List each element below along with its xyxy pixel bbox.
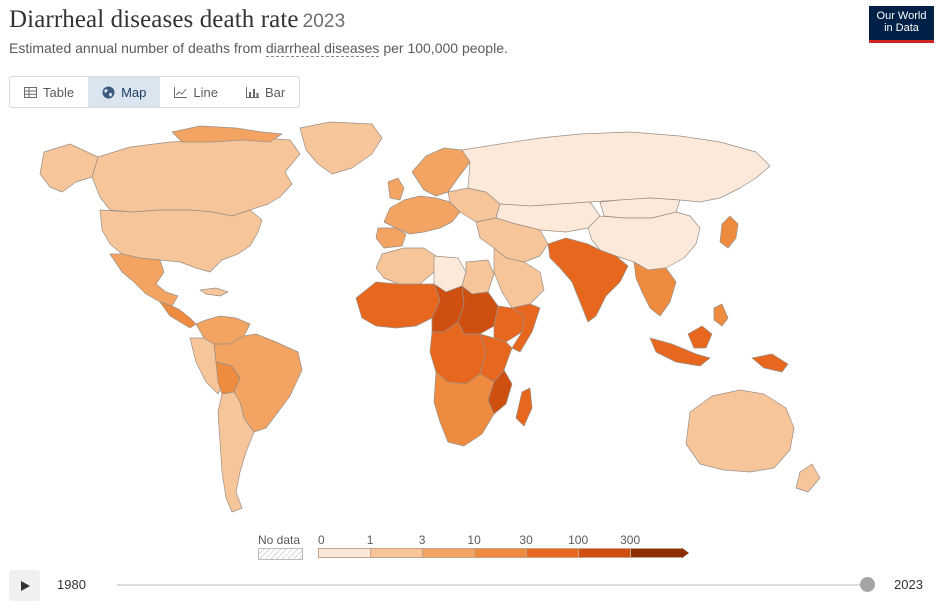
region-arabian-peninsula[interactable]: Arabian Peninsula [493, 247, 545, 309]
region-scandinavia[interactable]: Scandinavia [411, 147, 471, 197]
region-madagascar[interactable]: Madagascar [515, 387, 533, 427]
legend-bin[interactable] [318, 548, 371, 558]
chart-title: Diarrheal diseases death rate 2023 [9, 6, 345, 34]
legend-bin[interactable] [474, 548, 527, 558]
tab-bar-label: Bar [264, 84, 286, 100]
no-data-swatch[interactable] [258, 548, 303, 560]
title-text: Diarrheal diseases death rate [9, 6, 299, 33]
region-maghreb[interactable]: Maghreb [375, 247, 437, 285]
legend-tick-label: 300 [620, 533, 641, 547]
legend-tick-label: 3 [418, 533, 426, 547]
timeline-handle[interactable] [859, 577, 875, 592]
region-philippines[interactable]: Central America [713, 303, 729, 327]
logo-line-2: in Data [884, 22, 919, 34]
region-uk-ireland[interactable]: Western Europe [387, 177, 405, 201]
title-year: 2023 [302, 11, 346, 32]
globe-icon [102, 86, 115, 98]
region-japan[interactable]: Japan [719, 215, 739, 249]
owid-logo[interactable]: Our World in Data [869, 6, 934, 43]
region-greenland[interactable]: Greenland [299, 121, 383, 175]
region-chad-sudan[interactable]: Chad and Sudan [457, 285, 499, 335]
region-australia[interactable]: Australia [685, 389, 795, 473]
tab-map-label: Map [121, 84, 147, 100]
tab-map[interactable]: Map [88, 77, 161, 107]
legend-bin[interactable] [630, 548, 683, 558]
tab-table[interactable]: Table [10, 77, 88, 107]
line-chart-icon [174, 86, 188, 98]
logo-line-1: Our World [876, 10, 927, 22]
chart-subtitle: Estimated annual number of deaths from d… [9, 40, 508, 57]
play-button[interactable] [9, 570, 40, 601]
region-russia[interactable]: Russia [461, 131, 771, 207]
bar-chart-icon [245, 86, 259, 98]
region-brazil[interactable]: Brazil [213, 333, 303, 433]
legend-bin[interactable] [526, 548, 579, 558]
region-iberia[interactable]: Western Europe [375, 227, 407, 249]
legend-tick-label: 30 [519, 533, 533, 547]
timeline: 1980 2023 [0, 568, 941, 602]
play-icon [20, 580, 30, 591]
region-egypt[interactable]: Egypt [461, 259, 495, 295]
legend-arrow-tip [682, 548, 689, 558]
timeline-end-year: 2023 [894, 577, 923, 592]
no-data-label: No data [258, 533, 301, 547]
region-canadian-arctic[interactable]: Canada [171, 125, 283, 143]
legend-bin[interactable] [370, 548, 423, 558]
world-map: United States Alaska Greenland Canada Al… [0, 112, 941, 530]
region-southeast-asia[interactable]: Southeast Asia [633, 261, 677, 317]
tab-line-label: Line [193, 84, 218, 100]
region-alaska[interactable]: Alaska [39, 143, 99, 193]
region-indonesia[interactable]: Indonesia [649, 337, 711, 367]
region-papua-new-guinea[interactable]: Papua New Guinea [751, 353, 789, 373]
subtitle-prefix: Estimated annual number of deaths from [9, 40, 266, 56]
legend-bin[interactable] [422, 548, 475, 558]
subtitle-suffix: per 100,000 people. [379, 40, 508, 56]
legend-tick-label: 10 [467, 533, 481, 547]
legend-tick-label: 0 [318, 533, 325, 547]
legend-bin[interactable] [578, 548, 631, 558]
table-icon [24, 86, 37, 98]
map-legend: No data 0 1 3 10 30 100 300 [0, 530, 941, 566]
subtitle-term-link[interactable]: diarrheal diseases [265, 40, 380, 57]
region-borneo[interactable]: Indonesia [687, 325, 713, 349]
tab-table-label: Table [43, 84, 75, 100]
region-southern-cone[interactable]: Southern Cone [217, 391, 255, 513]
region-southern-africa[interactable]: Southern Africa [433, 371, 495, 447]
view-tabs: Table Map Line Bar [9, 76, 301, 108]
region-mexico[interactable]: Mexico [109, 253, 179, 307]
region-somalia[interactable]: Somalia [511, 303, 541, 353]
region-new-zealand[interactable]: New Zealand [795, 463, 821, 493]
region-india-pakistan[interactable]: India and Pakistan [547, 237, 629, 323]
region-middle-east[interactable]: Middle East [475, 217, 549, 263]
legend-tick-label: 100 [568, 533, 589, 547]
timeline-start-year: 1980 [57, 577, 86, 592]
tab-line[interactable]: Line [160, 77, 232, 107]
timeline-track[interactable] [117, 584, 867, 586]
legend-tick-label: 1 [366, 533, 374, 547]
region-caribbean[interactable]: Alaska [199, 287, 229, 297]
tab-bar[interactable]: Bar [232, 77, 299, 107]
